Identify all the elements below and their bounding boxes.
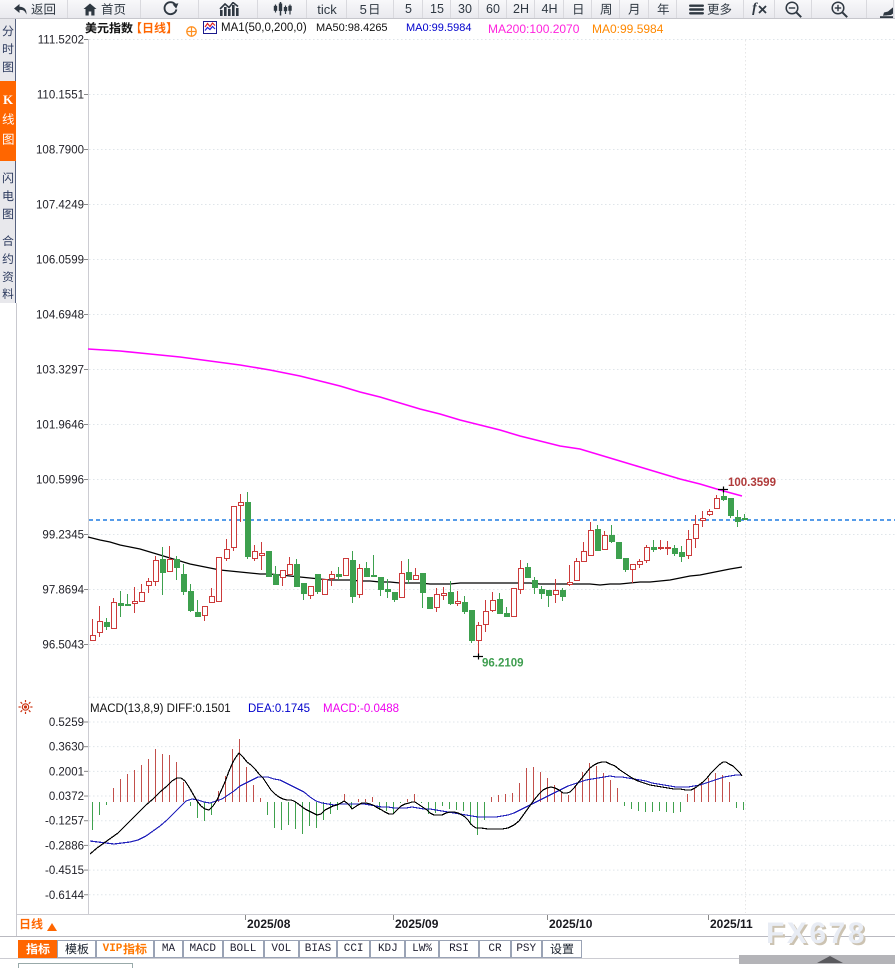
svg-text:100.5996: 100.5996 (36, 475, 84, 487)
svg-text:104.6948: 104.6948 (36, 310, 84, 322)
svg-text:0.5259: 0.5259 (49, 717, 84, 729)
svg-text:-0.4515: -0.4515 (45, 865, 84, 877)
svg-text:100.3599: 100.3599 (728, 477, 776, 489)
svg-text:0.3630: 0.3630 (49, 742, 84, 754)
svg-text:101.9646: 101.9646 (36, 420, 84, 432)
svg-text:0.0372: 0.0372 (49, 791, 84, 803)
svg-text:110.1551: 110.1551 (37, 90, 84, 102)
svg-text:107.4249: 107.4249 (36, 200, 84, 212)
svg-text:96.2109: 96.2109 (482, 658, 524, 670)
svg-text:111.5202: 111.5202 (38, 35, 84, 47)
svg-text:96.5043: 96.5043 (42, 640, 84, 652)
svg-text:106.0599: 106.0599 (36, 255, 84, 267)
svg-text:-0.2886: -0.2886 (45, 840, 84, 852)
svg-text:97.8694: 97.8694 (42, 585, 84, 597)
svg-text:0.2001: 0.2001 (49, 766, 84, 778)
svg-text:108.7900: 108.7900 (36, 145, 84, 157)
svg-text:-0.1257: -0.1257 (45, 816, 84, 828)
svg-text:-0.6144: -0.6144 (45, 890, 85, 902)
svg-text:103.3297: 103.3297 (36, 365, 84, 377)
svg-text:99.2345: 99.2345 (42, 530, 84, 542)
